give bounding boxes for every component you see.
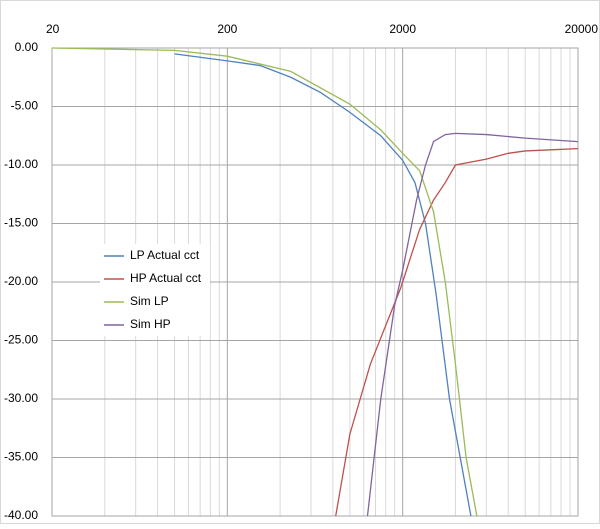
series-line — [366, 132, 579, 517]
legend-box — [100, 244, 210, 336]
legend-label: HP Actual cct — [130, 271, 202, 285]
y-tick-label: -10.00 — [4, 157, 38, 171]
y-tick-label: -40.00 — [4, 508, 38, 522]
x-tick-label: 200 — [217, 22, 237, 36]
x-tick-label: 20 — [46, 22, 60, 36]
legend-label: LP Actual cct — [130, 248, 200, 262]
x-tick-label: 2000 — [389, 22, 416, 36]
series-line — [174, 53, 472, 517]
y-tick-label: 0.00 — [15, 40, 39, 54]
y-tick-label: -20.00 — [4, 274, 38, 288]
y-tick-label: -15.00 — [4, 216, 38, 230]
y-tick-label: -35.00 — [4, 450, 38, 464]
series-line — [51, 47, 478, 517]
x-tick-label: 20000 — [565, 22, 599, 36]
series-line — [335, 147, 579, 517]
legend-label: Sim HP — [130, 317, 171, 331]
legend-label: Sim LP — [130, 294, 169, 308]
y-tick-label: -5.00 — [11, 99, 39, 113]
y-tick-label: -30.00 — [4, 391, 38, 405]
y-tick-label: -25.00 — [4, 333, 38, 347]
plot-frame — [51, 47, 579, 517]
